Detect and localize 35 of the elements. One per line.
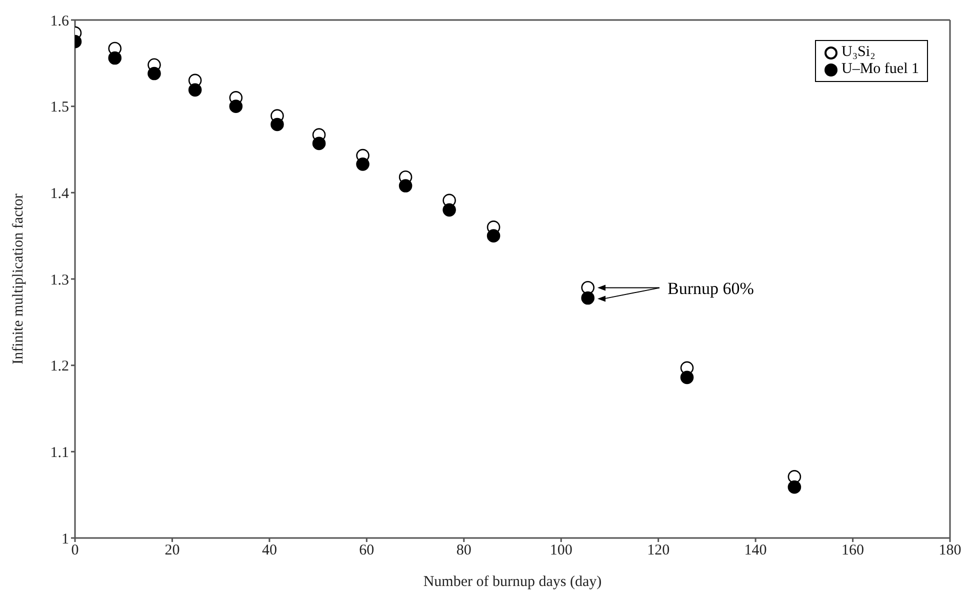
x-tick-label: 140: [744, 542, 767, 559]
y-tick-label: 1.1: [50, 444, 69, 461]
point: [270, 118, 284, 132]
point: [680, 370, 694, 384]
x-tick-label: 100: [550, 542, 572, 559]
y-tick-label: 1: [62, 531, 69, 548]
point: [581, 291, 594, 305]
y-tick-label: 1.2: [50, 358, 69, 375]
legend-label: U–Mo fuel 1: [842, 61, 919, 78]
y-tick-label: 1.6: [50, 13, 70, 30]
point: [442, 203, 456, 217]
y-tick-label: 1.3: [50, 272, 69, 288]
point: [788, 480, 802, 494]
point: [312, 136, 326, 150]
point: [188, 83, 202, 97]
point: [486, 229, 500, 242]
point: [148, 66, 161, 80]
point: [229, 100, 243, 113]
y-axis-title: Infinite multiplication factor: [10, 194, 26, 364]
legend-label: U₃Si₂: [842, 44, 876, 61]
point: [356, 158, 370, 171]
x-tick-label: 40: [262, 542, 277, 559]
x-tick-label: 60: [359, 542, 374, 559]
x-tick-label: 180: [938, 542, 962, 559]
point: [398, 179, 412, 192]
y-tick-label: 1.5: [50, 100, 69, 116]
x-tick-label: 120: [647, 542, 670, 559]
x-tick-label: 0: [71, 542, 79, 559]
annotation: Burnup 60%: [668, 278, 754, 298]
point: [108, 51, 122, 65]
y-tick-label: 1.4: [50, 186, 70, 202]
x-tick-label: 160: [842, 542, 864, 559]
x-tick-label: 20: [164, 542, 180, 559]
x-axis-title: Number of burnup days (day): [423, 574, 602, 590]
x-tick-label: 80: [456, 542, 472, 559]
